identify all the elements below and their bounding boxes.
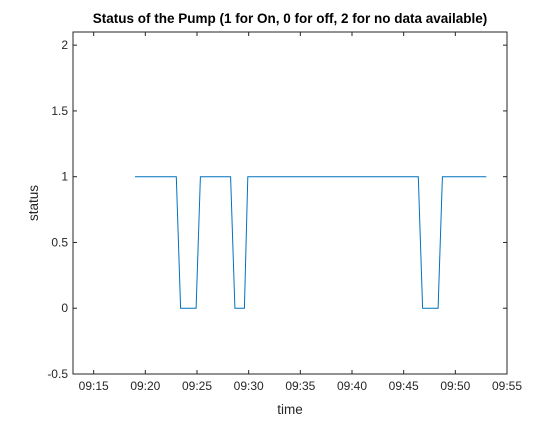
y-tick-label: 0 xyxy=(61,301,68,315)
series-line xyxy=(135,176,487,309)
x-tick-label: 09:40 xyxy=(337,379,367,393)
x-tick-label: 09:25 xyxy=(182,379,212,393)
y-tick-label: 0.5 xyxy=(51,235,68,249)
x-tick-label: 09:20 xyxy=(130,379,160,393)
x-tick-label: 09:35 xyxy=(285,379,315,393)
x-tick-label: 09:50 xyxy=(440,379,470,393)
plot-area xyxy=(73,32,507,374)
plot-frame xyxy=(72,31,508,375)
x-tick-label: 09:45 xyxy=(389,379,419,393)
y-tick-label: 1.5 xyxy=(51,104,68,118)
y-tick-label: 1 xyxy=(61,170,68,184)
chart-title: Status of the Pump (1 for On, 0 for off,… xyxy=(93,11,488,26)
x-tick-label: 09:15 xyxy=(79,379,109,393)
x-axis-label: time xyxy=(277,402,303,417)
x-tick-label: 09:55 xyxy=(492,379,522,393)
y-tick-label: 2 xyxy=(61,38,68,52)
y-axis-label: status xyxy=(26,185,41,221)
x-tick-label: 09:30 xyxy=(234,379,264,393)
y-tick-label: -0.5 xyxy=(47,367,68,381)
